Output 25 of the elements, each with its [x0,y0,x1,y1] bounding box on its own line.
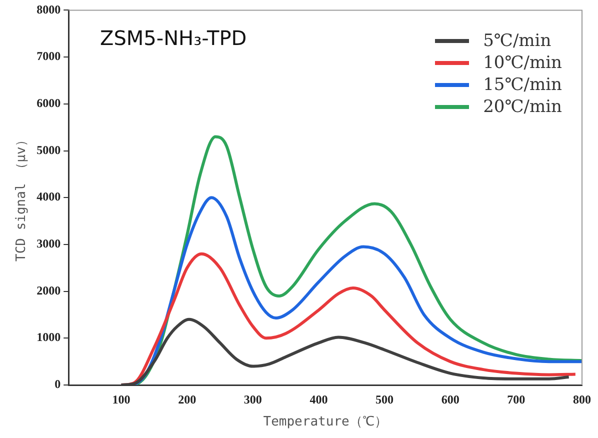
x-tick-label: 500 [376,392,394,406]
y-tick-label: 6000 [36,96,61,110]
y-tick-label: 0 [54,377,61,392]
legend-label: 5℃/min [483,30,552,52]
y-tick-label: 8000 [36,2,61,16]
text: ZSM5-NH₃-TPD [100,26,247,50]
x-tick-label: 400 [310,392,328,406]
y-axis-title: TCD signal （μv） [14,134,30,262]
x-axis-title: Temperature（℃） [263,414,388,430]
line-series [120,318,570,385]
x-tick-label: 100 [112,392,130,406]
y-tick-label: 3000 [36,236,61,251]
y-tick-label: 2000 [36,283,61,298]
x-tick-label: 300 [244,392,262,406]
y-tick-label: 5000 [36,142,61,157]
x-tick-label: 800 [573,392,591,406]
x-tick-label: 600 [441,392,460,406]
legend-label: 10℃/min [483,52,562,74]
legend-label: 20℃/min [483,96,562,118]
legend-label: 15℃/min [483,74,562,96]
y-tick-label: 1000 [36,330,61,344]
y-tick-label: 4000 [36,190,61,204]
x-tick-label: 200 [178,392,196,406]
y-tick-label: 7000 [36,49,61,64]
x-tick-label: 700 [507,392,526,406]
